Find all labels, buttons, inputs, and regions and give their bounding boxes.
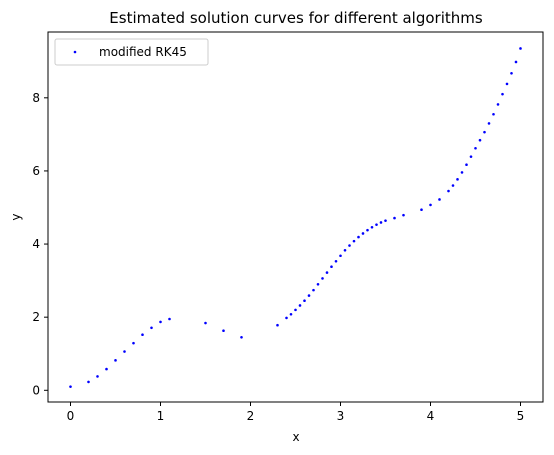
data-point (379, 221, 383, 224)
data-point (150, 326, 153, 330)
data-point (501, 92, 504, 96)
data-point (240, 335, 243, 339)
y-tick-label: 8 (32, 91, 40, 105)
y-tick-label: 2 (32, 310, 40, 324)
data-point (478, 138, 482, 142)
data-point (361, 232, 365, 235)
data-point (451, 184, 455, 187)
data-point (456, 178, 459, 181)
data-point (289, 312, 293, 316)
x-tick-label: 1 (157, 409, 165, 423)
data-point (285, 316, 288, 320)
data-point (339, 254, 342, 258)
x-tick-label: 4 (427, 409, 435, 423)
data-point (312, 288, 315, 292)
data-point (276, 323, 279, 327)
data-point (447, 189, 450, 193)
data-point (325, 271, 329, 274)
y-axis-label: y (9, 213, 23, 220)
data-point (303, 299, 306, 303)
data-point (168, 317, 171, 321)
data-point (429, 203, 432, 207)
data-point (105, 367, 108, 371)
data-point (222, 329, 225, 333)
x-tick-label: 3 (337, 409, 345, 423)
y-tick-label: 4 (32, 237, 40, 251)
legend-label: modified RK45 (99, 45, 187, 59)
x-tick-label: 0 (67, 409, 75, 423)
data-point (114, 359, 117, 362)
data-point (514, 60, 518, 64)
legend-marker (73, 50, 77, 54)
data-point (298, 304, 302, 307)
x-axis-label: x (292, 430, 299, 444)
legend: modified RK45 (54, 38, 209, 66)
data-point (384, 219, 387, 222)
data-point (352, 239, 356, 243)
y-tick-label: 6 (32, 164, 40, 178)
x-axis: 0 1 2 3 4 5 (67, 402, 525, 423)
x-tick-label: 2 (247, 409, 255, 423)
data-point (519, 47, 522, 50)
data-point (348, 244, 351, 247)
data-point (330, 265, 333, 269)
data-point (487, 122, 491, 125)
data-point (465, 163, 468, 167)
y-tick-label: 0 (32, 383, 40, 397)
data-point (366, 228, 369, 232)
data-point (370, 225, 374, 229)
data-point (402, 213, 405, 217)
data-point (316, 282, 320, 286)
data-point (321, 277, 324, 280)
x-tick-label: 5 (517, 409, 525, 423)
data-point (492, 112, 495, 116)
data-point (307, 294, 311, 297)
data-point (469, 155, 473, 158)
data-point (294, 308, 297, 312)
data-point (334, 259, 338, 263)
data-point (375, 223, 378, 226)
plot-frame (47, 31, 544, 403)
data-point (69, 385, 72, 388)
data-point (474, 146, 477, 150)
data-point (159, 320, 162, 324)
legend-box (54, 38, 209, 66)
data-point (357, 235, 360, 239)
data-point (393, 216, 396, 220)
data-points (69, 47, 522, 388)
data-point (204, 321, 207, 325)
data-point (96, 375, 99, 378)
data-point (132, 341, 135, 345)
y-axis: 0 2 4 6 8 (32, 91, 48, 397)
data-point (505, 82, 509, 86)
data-point (420, 208, 423, 211)
data-point (460, 171, 464, 174)
data-point (496, 103, 500, 106)
data-point (87, 380, 90, 384)
data-point (343, 248, 347, 252)
data-point (141, 333, 144, 337)
data-point (123, 350, 126, 353)
chart-title: Estimated solution curves for different … (109, 9, 483, 27)
data-point (510, 72, 513, 75)
data-point (438, 198, 441, 201)
data-point (483, 130, 486, 134)
